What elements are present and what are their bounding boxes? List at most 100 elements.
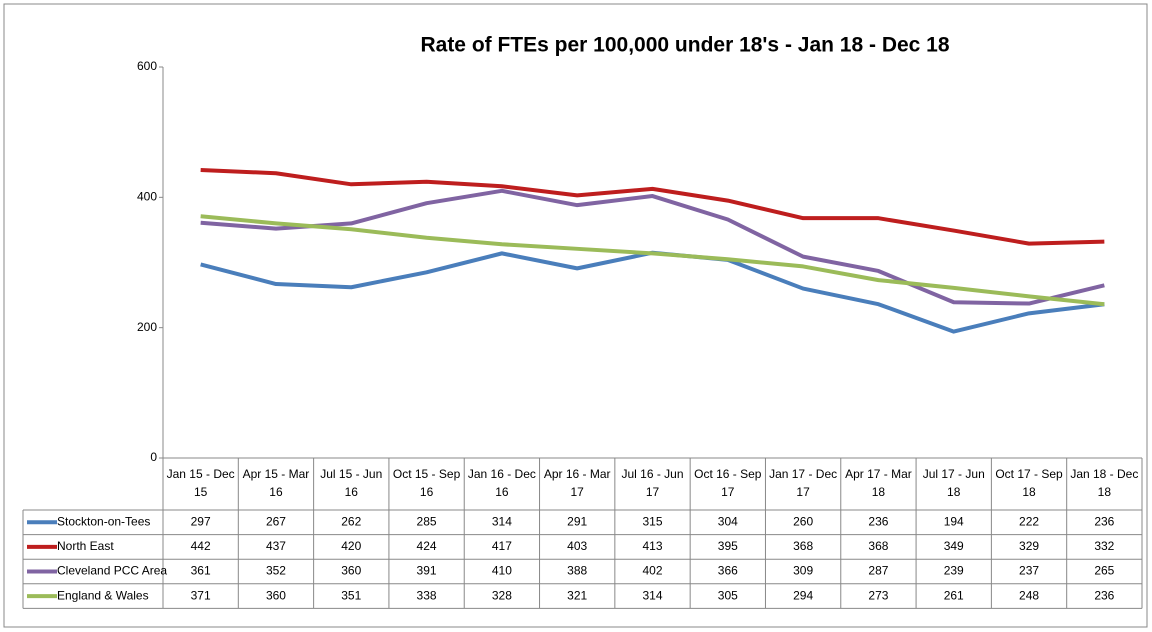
x-tick-line: 16 [345, 485, 359, 499]
x-tick-line: Jul 15 - Jun [320, 467, 382, 481]
legend-label: Cleveland PCC Area [57, 564, 167, 578]
series-line [200, 167, 1105, 246]
table-value: 338 [417, 588, 437, 602]
chart-title: Rate of FTEs per 100,000 under 18's - Ja… [420, 34, 949, 57]
table-value: 261 [944, 588, 964, 602]
table-value: 349 [944, 539, 964, 553]
x-tick-line: 16 [420, 485, 434, 499]
x-tick-line: 18 [1098, 485, 1112, 499]
table-value: 265 [1094, 564, 1114, 578]
table-value: 314 [642, 588, 662, 602]
x-tick-line: 16 [495, 485, 509, 499]
table-value: 424 [417, 539, 437, 553]
table-value: 329 [1019, 539, 1039, 553]
table-value: 248 [1019, 588, 1039, 602]
x-tick-line: Apr 16 - Mar [544, 467, 611, 481]
series-line [200, 214, 1105, 307]
table-value: 222 [1019, 514, 1039, 528]
x-tick-line: Apr 17 - Mar [845, 467, 912, 481]
x-tick-line: Jul 16 - Jun [621, 467, 683, 481]
x-tick-label: Jan 16 - Dec 16 [468, 467, 536, 499]
x-tick-label: Jul 16 - Jun 17 [621, 467, 683, 499]
x-tick-label: Apr 16 - Mar 17 [544, 467, 611, 499]
table-value: 395 [718, 539, 738, 553]
y-tick-label: 200 [137, 320, 157, 334]
table-value: 413 [642, 539, 662, 553]
y-tick-label: 0 [150, 450, 157, 464]
table-value: 360 [266, 588, 286, 602]
x-tick-line: Apr 15 - Mar [243, 467, 310, 481]
table-value: 237 [1019, 564, 1039, 578]
table-value: 351 [341, 588, 361, 602]
table-value: 417 [492, 539, 512, 553]
x-tick-line: Jul 17 - Jun [923, 467, 985, 481]
table-value: 332 [1094, 539, 1114, 553]
x-tick-label: Jan 15 - Dec 15 [167, 467, 235, 499]
table-value: 420 [341, 539, 361, 553]
table-value: 328 [492, 588, 512, 602]
x-tick-line: Jan 17 - Dec [769, 467, 837, 481]
series-line [200, 188, 1105, 306]
table-value: 194 [944, 514, 964, 528]
table-value: 262 [341, 514, 361, 528]
table-value: 388 [567, 564, 587, 578]
table-value: 236 [1094, 588, 1114, 602]
table-value: 321 [567, 588, 587, 602]
x-tick-line: 17 [571, 485, 585, 499]
x-tick-label: Jul 15 - Jun 16 [320, 467, 382, 499]
table-value: 410 [492, 564, 512, 578]
table-value: 267 [266, 514, 286, 528]
x-tick-line: 15 [194, 485, 208, 499]
table-value: 403 [567, 539, 587, 553]
table-value: 291 [567, 514, 587, 528]
x-tick-label: Jul 17 - Jun 18 [923, 467, 985, 499]
table-value: 285 [417, 514, 437, 528]
table-value: 294 [793, 588, 813, 602]
x-tick-label: Apr 15 - Mar 16 [243, 467, 310, 499]
y-tick-label: 600 [137, 59, 157, 73]
x-tick-label: Jan 18 - Dec 18 [1070, 467, 1138, 499]
table-value: 309 [793, 564, 813, 578]
x-tick-line: Oct 15 - Sep [393, 467, 461, 481]
table-value: 236 [868, 514, 888, 528]
table-value: 366 [718, 564, 738, 578]
y-tick-label: 400 [137, 190, 157, 204]
legend-label: Stockton-on-Tees [57, 514, 150, 528]
table-value: 360 [341, 564, 361, 578]
x-tick-line: 18 [947, 485, 961, 499]
x-tick-line: 18 [1022, 485, 1036, 499]
x-tick-label: Apr 17 - Mar 18 [845, 467, 912, 499]
legend-label: North East [57, 539, 114, 553]
x-tick-line: 18 [872, 485, 886, 499]
chart-frame [3, 3, 1148, 628]
table-value: 368 [868, 539, 888, 553]
table-value: 287 [868, 564, 888, 578]
x-tick-line: Jan 15 - Dec [167, 467, 235, 481]
x-tick-line: Jan 18 - Dec [1070, 467, 1138, 481]
table-value: 391 [417, 564, 437, 578]
table-value: 304 [718, 514, 738, 528]
x-tick-line: Oct 16 - Sep [694, 467, 762, 481]
x-tick-line: 17 [646, 485, 660, 499]
table-value: 305 [718, 588, 738, 602]
x-tick-label: Jan 17 - Dec 17 [769, 467, 837, 499]
x-tick-line: 16 [269, 485, 283, 499]
x-tick-label: Oct 15 - Sep 16 [393, 467, 461, 499]
x-tick-label: Oct 17 - Sep 18 [995, 467, 1063, 499]
legend-label: England & Wales [57, 588, 149, 602]
table-value: 437 [266, 539, 286, 553]
x-tick-line: Jan 16 - Dec [468, 467, 536, 481]
table-value: 239 [944, 564, 964, 578]
table-value: 361 [191, 564, 211, 578]
table-value: 368 [793, 539, 813, 553]
table-value: 297 [191, 514, 211, 528]
table-value: 314 [492, 514, 512, 528]
table-value: 236 [1094, 514, 1114, 528]
x-tick-line: 17 [796, 485, 810, 499]
table-value: 402 [642, 564, 662, 578]
table-value: 442 [191, 539, 211, 553]
table-value: 273 [868, 588, 888, 602]
table-value: 352 [266, 564, 286, 578]
x-tick-line: 17 [721, 485, 735, 499]
